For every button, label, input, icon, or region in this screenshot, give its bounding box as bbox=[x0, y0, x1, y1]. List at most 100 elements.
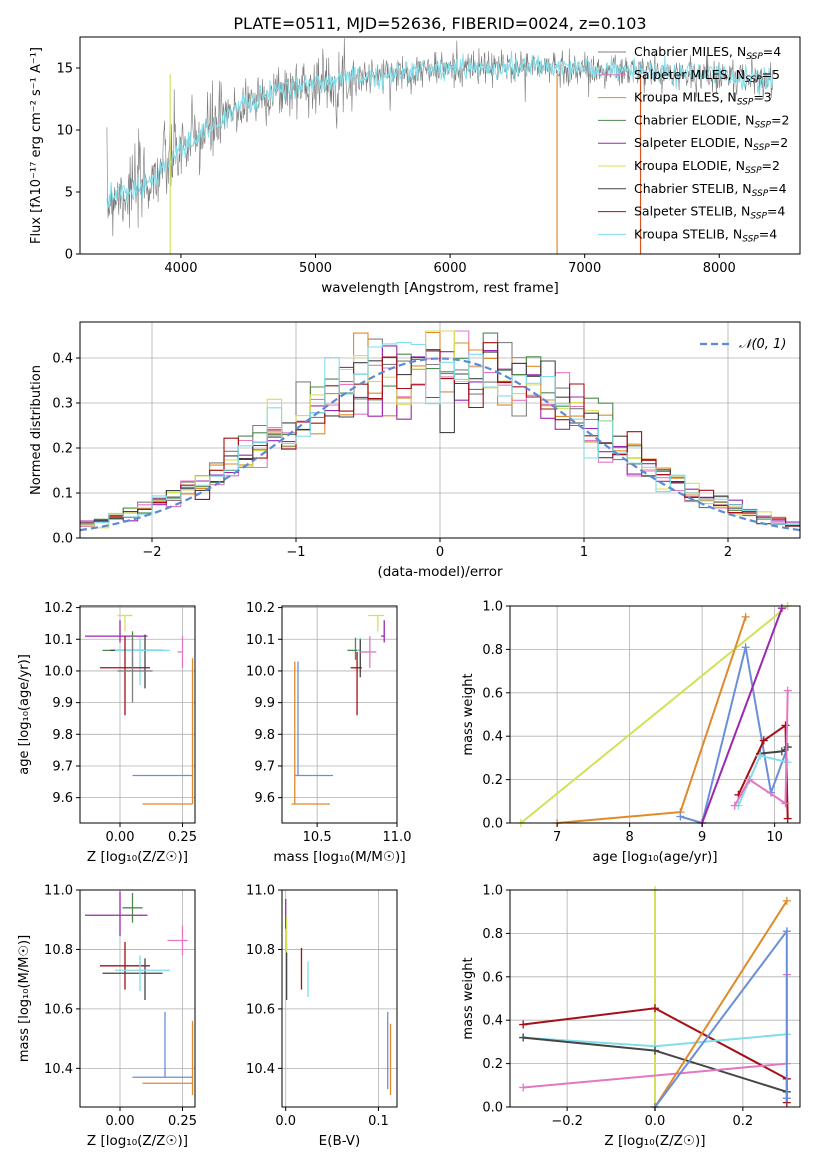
weight-line bbox=[701, 607, 783, 824]
x-tick-label: 0.00 bbox=[106, 1114, 135, 1129]
legend-entry: Salpeter STELIB, NSSP=4 bbox=[634, 204, 785, 222]
x-axis-label: Z [log₁₀(Z/Z☉)] bbox=[87, 849, 188, 865]
weight-marker bbox=[745, 775, 754, 784]
weight-marker bbox=[783, 758, 792, 767]
legend-text: =4 bbox=[759, 226, 777, 241]
y-tick-label: 15 bbox=[56, 62, 73, 77]
legend-entry: Chabrier STELIB, NSSP=4 bbox=[634, 181, 787, 199]
x-tick-label: 0 bbox=[436, 545, 444, 560]
weight-line bbox=[654, 900, 788, 1108]
x-tick-label: 10 bbox=[766, 830, 783, 845]
y-tick-label: 11.0 bbox=[44, 884, 73, 899]
x-tick-label: 7000 bbox=[568, 261, 601, 276]
y-tick-label: 10.8 bbox=[44, 943, 73, 958]
x-tick-label: 4000 bbox=[164, 261, 197, 276]
x-tick-label: −1 bbox=[286, 545, 305, 560]
ebv_mass-panel: 0.0 0.1 10.4 10.6 10.8 11.0 E(B-V) bbox=[246, 884, 398, 1149]
y-tick-label: 0.0 bbox=[482, 1101, 503, 1116]
y-tick-label: 9.6 bbox=[254, 791, 275, 806]
y-tick-label: 9.9 bbox=[254, 696, 275, 711]
y-tick-label: 0.6 bbox=[482, 686, 503, 701]
x-tick-label: 11.0 bbox=[383, 830, 412, 845]
x-tick-label: 0.1 bbox=[368, 1114, 389, 1129]
y-tick-label: 9.7 bbox=[52, 759, 73, 774]
y-tick-label: 0.6 bbox=[482, 970, 503, 985]
weight-marker bbox=[519, 1083, 528, 1092]
y-tick-label: 10.0 bbox=[44, 664, 73, 679]
y-axis-label: mass [log₁₀(M/M☉)] bbox=[17, 935, 32, 1062]
legend-entry: Salpeter ELODIE, NSSP=2 bbox=[634, 135, 788, 153]
weight-marker bbox=[741, 612, 750, 621]
weight-marker bbox=[783, 814, 792, 823]
legend-text: Chabrier MILES, N bbox=[634, 44, 746, 59]
y-tick-label: 0.2 bbox=[52, 442, 73, 457]
legend-text: Salpeter ELODIE, N bbox=[634, 135, 753, 150]
x-tick-label: 7 bbox=[553, 830, 561, 845]
y-tick-label: 0.4 bbox=[482, 1014, 503, 1029]
y-axis-label: mass weight bbox=[461, 673, 476, 755]
axes-frame bbox=[79, 605, 196, 824]
axes-frame bbox=[509, 605, 801, 824]
age_weight-panel: 7 8 9 10 0.0 0.2 0.4 0.6 0.8 1.0 age [log₁₀(age/yr… bbox=[461, 600, 801, 865]
y-tick-label: 0.0 bbox=[482, 817, 503, 832]
axes-frame bbox=[79, 36, 801, 255]
x-tick-label: 8 bbox=[625, 830, 633, 845]
legend-subscript: SSP bbox=[754, 120, 771, 130]
legend-text: Chabrier ELODIE, N bbox=[634, 112, 754, 127]
y-tick-label: 1.0 bbox=[482, 600, 503, 615]
weight-marker bbox=[519, 1033, 528, 1042]
errorbar-marks bbox=[291, 614, 385, 805]
spectrum-model-line bbox=[106, 50, 774, 211]
weight-marker bbox=[730, 801, 739, 810]
weight-marker bbox=[783, 686, 792, 695]
legend-text: =3 bbox=[753, 90, 771, 105]
y-axis-label: Normed distribution bbox=[29, 365, 44, 495]
legend-text: Kroupa MILES, N bbox=[634, 90, 737, 105]
legend-text: =2 bbox=[762, 158, 780, 173]
y-tick-label: 5 bbox=[65, 186, 73, 201]
legend-text: Chabrier STELIB, N bbox=[634, 181, 752, 196]
z_weight-panel: −0.2 0.0 0.2 0.0 0.2 0.4 0.6 0.8 1.0 Z [log₁₀(Z/Z… bbox=[461, 884, 801, 1149]
axes-frame bbox=[281, 605, 398, 824]
x-tick-label: −0.2 bbox=[551, 1114, 583, 1129]
spectrum-panel: 4000 5000 6000 7000 8000 0 5 10 15 wavelength [An… bbox=[29, 36, 801, 296]
y-tick-label: 0.2 bbox=[482, 773, 503, 788]
x-tick-label: 0.25 bbox=[168, 1114, 197, 1129]
y-tick-label: 10.8 bbox=[246, 943, 275, 958]
y-tick-label: 11.0 bbox=[246, 884, 275, 899]
legend-subscript: SSP bbox=[750, 212, 767, 222]
y-tick-label: 0.3 bbox=[52, 397, 73, 412]
y-tick-label: 0.0 bbox=[52, 532, 73, 547]
y-tick-label: 10.2 bbox=[246, 601, 275, 616]
x-tick-label: −2 bbox=[142, 545, 161, 560]
x-axis-label: mass [log₁₀(M/M☉)] bbox=[273, 849, 405, 865]
x-tick-label: 5000 bbox=[299, 261, 332, 276]
y-tick-label: 9.7 bbox=[254, 759, 275, 774]
x-axis-label: age [log₁₀(age/yr)] bbox=[592, 849, 717, 865]
x-tick-label: 0.2 bbox=[733, 1114, 754, 1129]
histogram-line bbox=[80, 341, 800, 526]
y-tick-label: 10.6 bbox=[246, 1002, 275, 1017]
errorbar-marks bbox=[85, 614, 194, 805]
weight-marker bbox=[651, 1046, 659, 1055]
x-tick-label: 2 bbox=[724, 545, 732, 560]
legend-text: Kroupa ELODIE, N bbox=[634, 158, 745, 173]
x-axis-label: Z [log₁₀(Z/Z☉)] bbox=[87, 1133, 188, 1149]
legend-subscript: SSP bbox=[745, 75, 762, 85]
y-tick-label: 0.4 bbox=[52, 352, 73, 367]
legend-entry: Salpeter MILES, NSSP=5 bbox=[634, 67, 780, 85]
y-tick-label: 0.8 bbox=[482, 643, 503, 658]
figure-title: PLATE=0511, MJD=52636, FIBERID=0024, z=0… bbox=[233, 14, 646, 33]
legend-entry: Kroupa MILES, NSSP=3 bbox=[634, 90, 772, 108]
weight-marker bbox=[783, 743, 792, 752]
weight-line bbox=[733, 690, 789, 807]
y-tick-label: 9.9 bbox=[52, 696, 73, 711]
x-tick-label: 0.25 bbox=[168, 830, 197, 845]
x-tick-label: 0.00 bbox=[106, 830, 135, 845]
errorbar-marks bbox=[85, 891, 194, 1096]
x-tick-label: 6000 bbox=[434, 261, 467, 276]
legend-entry: Kroupa ELODIE, NSSP=2 bbox=[634, 158, 780, 176]
z_age-panel: 0.00 0.25 9.6 9.7 9.8 9.9 10.0 10.1 10.2 Z [log₁₀… bbox=[17, 601, 197, 865]
z_mass-panel: 0.00 0.25 10.4 10.6 10.8 11.0 Z [log₁₀(Z/Z☉)] m… bbox=[17, 884, 197, 1150]
